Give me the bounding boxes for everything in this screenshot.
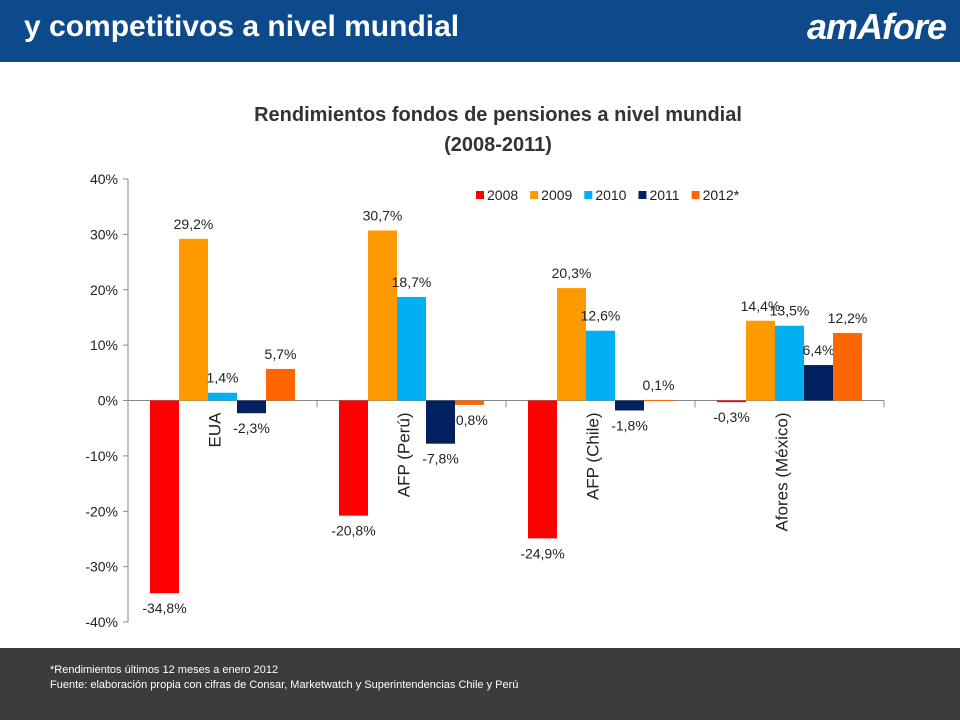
data-label: -7,8%: [422, 451, 459, 467]
data-label: -1,8%: [611, 417, 648, 433]
data-label: -34,8%: [142, 600, 186, 616]
bar-2011-1: [426, 400, 455, 444]
bar-2011-0: [237, 400, 266, 414]
data-label: 6,4%: [803, 342, 835, 358]
legend-swatch: [476, 191, 484, 199]
legend-swatch: [691, 191, 700, 199]
bar-2012-2: [644, 399, 673, 401]
bar-2008-2: [528, 400, 557, 539]
y-tick-label: 0%: [98, 393, 118, 409]
bar-chart: 40% 30% 20% 10% 0% -10% -20% -30% -40% -34,8% -20,…: [85, 171, 885, 630]
bar-2008-3: [717, 400, 746, 403]
category-label: AFP (Chile): [584, 413, 603, 501]
bar-2010-1: [397, 296, 426, 401]
data-label: 20,3%: [552, 265, 592, 281]
legend-swatch: [530, 191, 539, 199]
legend-swatch: [638, 191, 647, 199]
bar-2011-2: [615, 400, 644, 411]
data-label: -2,3%: [233, 420, 270, 436]
bar-2009-0: [179, 238, 208, 401]
source-note: Fuente: elaboración propia con cifras de…: [50, 679, 519, 691]
data-label: 1,4%: [207, 370, 239, 386]
category-label: EUA: [206, 412, 225, 448]
bar-2012-3: [833, 332, 862, 401]
legend-label: 2012*: [703, 187, 740, 203]
legend-swatch: [584, 191, 593, 199]
bar-2008-1: [339, 400, 368, 516]
data-label: 0,1%: [643, 377, 675, 393]
y-tick-label: 40%: [90, 171, 118, 187]
legend-label: 2009: [541, 187, 572, 203]
legend-label: 2010: [595, 187, 626, 203]
bar-2009-2: [557, 288, 586, 401]
data-label: 29,2%: [174, 216, 214, 232]
data-label: -24,9%: [520, 545, 564, 561]
bar-2009-3: [746, 320, 775, 401]
bar-2011-3: [804, 365, 833, 401]
y-tick-label: -20%: [85, 503, 118, 519]
category-label: Afores (México): [773, 413, 792, 532]
chart-title-line1: Rendimientos fondos de pensiones a nivel…: [254, 104, 742, 126]
chart-title-line2: (2008-2011): [444, 134, 552, 156]
data-label: 12,6%: [581, 308, 621, 324]
category-label: AFP (Perú): [395, 413, 414, 498]
amafore-logo: amAfore: [806, 6, 947, 47]
legend-label: 2008: [487, 187, 518, 203]
data-label: 14,4%: [741, 298, 781, 314]
data-label: -0,8%: [451, 412, 488, 428]
bar-2009-1: [368, 230, 397, 401]
y-tick-label: 20%: [90, 282, 118, 298]
y-tick-label: 10%: [90, 337, 118, 353]
bar-2010-3: [775, 325, 804, 401]
data-label: -0,3%: [713, 409, 750, 425]
footer-bar: *Rendimientos últimos 12 meses a enero 2…: [0, 648, 960, 720]
bar-2008-0: [150, 400, 179, 594]
legend-label: 2011: [649, 187, 679, 203]
data-label: 18,7%: [392, 274, 432, 290]
data-label: 13,5%: [770, 303, 810, 319]
page-title: y competitivos a nivel mundial: [24, 10, 460, 43]
bar-2012-0: [266, 368, 295, 401]
y-tick-label: -30%: [85, 559, 118, 575]
header-bar: y competitivos a nivel mundial amAfore: [0, 0, 960, 62]
footnote: *Rendimientos últimos 12 meses a enero 2…: [50, 664, 279, 676]
bar-2012-1: [455, 400, 484, 405]
y-tick-label: -40%: [85, 614, 118, 630]
y-tick-label: -10%: [85, 448, 118, 464]
y-tick-label: 30%: [90, 226, 118, 242]
bar-2010-2: [586, 330, 615, 401]
data-label: 30,7%: [363, 207, 403, 223]
data-label: 5,7%: [265, 346, 297, 362]
data-label: -20,8%: [331, 523, 375, 539]
bar-2010-0: [208, 392, 237, 401]
chart-title: Rendimientos fondos de pensiones a nivel…: [0, 100, 960, 160]
data-label: 12,2%: [828, 310, 868, 326]
